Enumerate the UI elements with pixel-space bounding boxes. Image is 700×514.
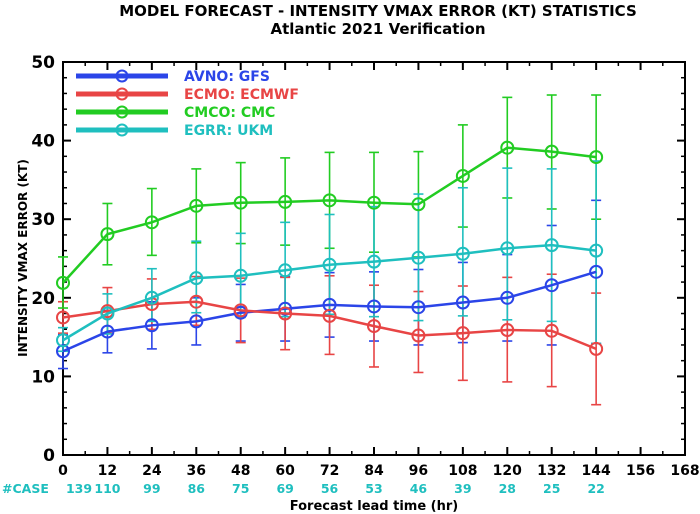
data-point [322,257,337,272]
x-tick-label: 144 [582,463,611,479]
x-tick-label: 0 [58,463,68,479]
data-point [500,290,515,305]
data-point [56,333,70,348]
y-tick-label: 40 [31,132,55,152]
x-tick-label: 84 [364,463,384,479]
data-point [411,328,426,343]
legend-label: ECMO: ECMWF [184,87,299,103]
case-count: 56 [321,481,339,496]
data-point [189,271,204,286]
data-point [100,324,115,339]
legend-label: EGRR: UKM [184,123,273,139]
x-tick-label: 168 [670,463,699,479]
legend-marker [115,69,129,83]
x-tick-label: 36 [187,463,206,479]
data-point [544,278,559,293]
x-tick-label: 108 [448,463,477,479]
data-point [100,227,115,242]
legend-marker [115,105,129,119]
data-point [367,299,381,314]
data-point [367,254,381,269]
data-point [189,314,204,329]
data-point [56,310,70,325]
chart-title: MODEL FORECAST - INTENSITY VMAX ERROR (K… [119,2,637,20]
data-point [455,246,470,261]
y-tick-label: 50 [31,53,55,73]
x-tick-label: 48 [231,463,250,479]
data-point [322,308,337,323]
data-point [100,306,115,321]
data-point [189,294,204,309]
data-point [500,241,515,256]
data-point [544,238,559,253]
case-count: 25 [543,481,560,496]
case-count: 69 [276,481,293,496]
y-tick-label: 0 [43,446,55,466]
data-point [589,264,604,279]
data-point [233,268,248,283]
case-count: 53 [365,481,382,496]
case-count: 46 [410,481,428,496]
x-tick-label: 96 [409,463,428,479]
case-count: 99 [143,481,160,496]
case-label: #CASE [2,481,49,496]
data-point [367,195,381,210]
data-point [144,215,159,230]
data-point [589,341,604,356]
case-count: 139 [66,481,92,496]
data-point [56,275,70,290]
data-point [278,263,293,278]
chart-subtitle: Atlantic 2021 Verification [270,20,485,38]
y-tick-label: 20 [31,289,55,309]
x-tick-label: 24 [142,463,162,479]
data-point [455,295,470,310]
data-point [233,303,248,318]
x-tick-label: 72 [320,463,339,479]
case-count: 28 [499,481,516,496]
case-count: 39 [454,481,471,496]
data-point [589,243,604,258]
series-line [62,146,597,284]
series-line [62,243,597,342]
data-point [411,250,426,265]
data-point [278,194,293,209]
y-axis-title: INTENSITY VMAX ERROR (KT) [16,159,30,357]
series-line [62,270,597,353]
data-point [500,140,515,155]
data-point [500,323,515,338]
x-tick-label: 120 [493,463,522,479]
data-point [189,198,204,213]
legend-marker [115,123,129,137]
y-tick-label: 10 [31,367,55,387]
data-point [455,168,470,183]
data-point [322,193,337,208]
data-point [544,323,559,338]
data-point [411,300,426,315]
legend-label: CMCO: CMC [184,105,275,121]
case-count: 22 [587,481,604,496]
data-point [367,319,381,334]
data-point [589,150,604,165]
data-point [144,290,159,305]
data-point [278,301,293,316]
data-point [278,306,293,321]
plot-area: 0 12 24 36 48 60 72 84 96 108 120 132 144 156 168 0 10 20… [31,53,699,496]
x-tick-label: 60 [275,463,295,479]
data-point [144,318,159,333]
data-point [411,197,426,212]
legend-label: AVNO: GFS [184,69,270,85]
data-point [544,144,559,159]
y-tick-label: 30 [31,210,55,230]
x-tick-label: 12 [98,463,117,479]
case-count: 75 [232,481,249,496]
data-point [233,195,248,210]
data-point [455,326,470,341]
case-count: 110 [94,481,120,496]
case-count: 86 [188,481,206,496]
x-tick-label: 156 [626,463,655,479]
x-axis-title: Forecast lead time (hr) [290,499,458,514]
legend-marker [115,87,129,101]
x-tick-label: 132 [537,463,566,479]
